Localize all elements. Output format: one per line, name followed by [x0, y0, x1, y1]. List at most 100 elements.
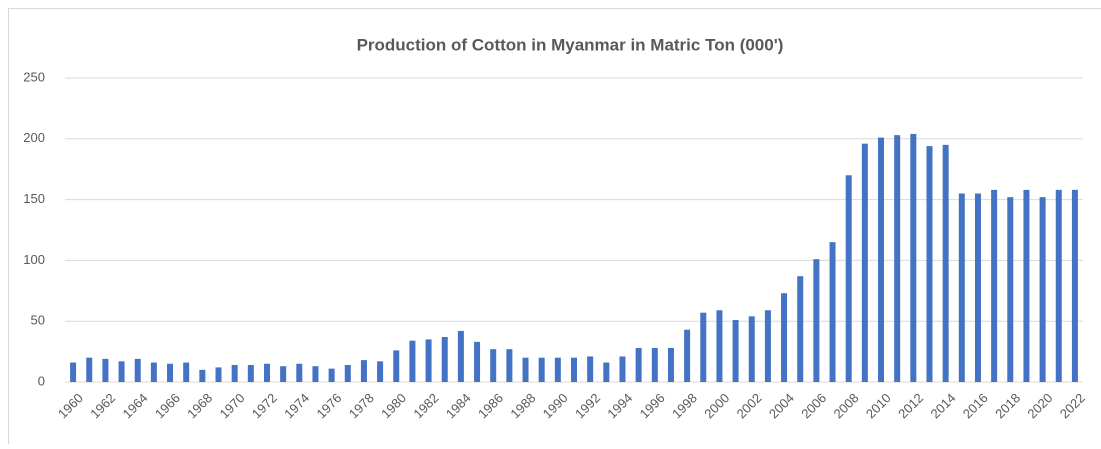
x-tick-label: 2020: [1024, 390, 1055, 421]
x-tick-label: 1972: [249, 390, 280, 421]
y-tick-label: 200: [23, 130, 45, 145]
chart-title: Production of Cotton in Myanmar in Matri…: [357, 35, 784, 54]
bar: [943, 145, 949, 382]
x-tick-label: 1996: [637, 390, 668, 421]
bar: [830, 242, 836, 382]
y-tick-label: 50: [31, 313, 45, 328]
bar: [312, 366, 318, 382]
bar: [361, 360, 367, 382]
bar: [183, 363, 189, 382]
bar: [894, 135, 900, 382]
bar: [216, 367, 222, 382]
x-tick-label: 2012: [895, 390, 926, 421]
bar: [135, 359, 141, 382]
x-tick-label: 1970: [217, 390, 248, 421]
x-tick-label: 1994: [604, 390, 635, 421]
bar: [1007, 197, 1013, 382]
bar: [862, 144, 868, 382]
bar: [539, 358, 545, 382]
bar: [749, 316, 755, 382]
x-tick-label: 1984: [443, 390, 474, 421]
x-tick-label: 1964: [120, 390, 151, 421]
bar: [280, 366, 286, 382]
bar: [490, 349, 496, 382]
x-tick-label: 1988: [507, 390, 538, 421]
bar: [409, 341, 415, 382]
bar: [377, 361, 383, 382]
bar: [1056, 190, 1062, 382]
y-tick-label: 100: [23, 252, 45, 267]
bar: [571, 358, 577, 382]
bar: [70, 363, 76, 382]
bar: [523, 358, 529, 382]
x-tick-label: 1990: [540, 390, 571, 421]
bar: [910, 134, 916, 382]
x-tick-label: 1986: [475, 390, 506, 421]
bar: [636, 348, 642, 382]
bar: [668, 348, 674, 382]
x-tick-label: 1968: [184, 390, 215, 421]
x-tick-label: 2022: [1057, 390, 1088, 421]
bar: [119, 361, 125, 382]
x-tick-label: 1980: [378, 390, 409, 421]
x-tick-label: 2002: [734, 390, 765, 421]
bar: [329, 369, 335, 382]
bar: [959, 194, 965, 382]
x-tick-label: 1978: [346, 390, 377, 421]
x-tick-label: 1976: [313, 390, 344, 421]
bar: [458, 331, 464, 382]
x-tick-label: 1962: [87, 390, 118, 421]
bar: [716, 310, 722, 382]
bar: [587, 356, 593, 382]
bar: [603, 363, 609, 382]
bar: [555, 358, 561, 382]
bar: [151, 363, 157, 382]
bar: [846, 175, 852, 382]
bar: [926, 146, 932, 382]
x-tick-label: 1982: [410, 390, 441, 421]
bar: [813, 259, 819, 382]
x-tick-label: 2014: [927, 390, 958, 421]
bar: [506, 349, 512, 382]
bar: [991, 190, 997, 382]
x-tick-label: 1966: [152, 390, 183, 421]
bar: [345, 365, 351, 382]
x-tick-label: 2016: [960, 390, 991, 421]
bar: [1040, 197, 1046, 382]
bar: [700, 313, 706, 382]
bar: [296, 364, 302, 382]
bar: [393, 350, 399, 382]
bar: [426, 339, 432, 382]
x-tick-label: 2010: [863, 390, 894, 421]
bar: [1072, 190, 1078, 382]
bar: [199, 370, 205, 382]
bar: [232, 365, 238, 382]
bar: [975, 194, 981, 382]
x-tick-label: 2006: [798, 390, 829, 421]
bar: [652, 348, 658, 382]
bar: [442, 337, 448, 382]
bar: [765, 310, 771, 382]
bar: [264, 364, 270, 382]
x-tick-label: 2004: [766, 390, 797, 421]
x-tick-label: 1960: [55, 390, 86, 421]
bar: [1023, 190, 1029, 382]
x-tick-label: 1998: [669, 390, 700, 421]
bar: [619, 356, 625, 382]
x-tick-label: 2000: [701, 390, 732, 421]
y-tick-label: 250: [23, 69, 45, 84]
bar: [684, 330, 690, 382]
y-tick-label: 0: [38, 373, 45, 388]
bar: [167, 364, 173, 382]
bar: [86, 358, 92, 382]
bar: [474, 342, 480, 382]
x-tick-label: 1992: [572, 390, 603, 421]
y-tick-label: 150: [23, 191, 45, 206]
x-tick-label: 2008: [831, 390, 862, 421]
x-tick-label: 2018: [992, 390, 1023, 421]
bar: [248, 365, 254, 382]
bar: [733, 320, 739, 382]
bar: [797, 276, 803, 382]
